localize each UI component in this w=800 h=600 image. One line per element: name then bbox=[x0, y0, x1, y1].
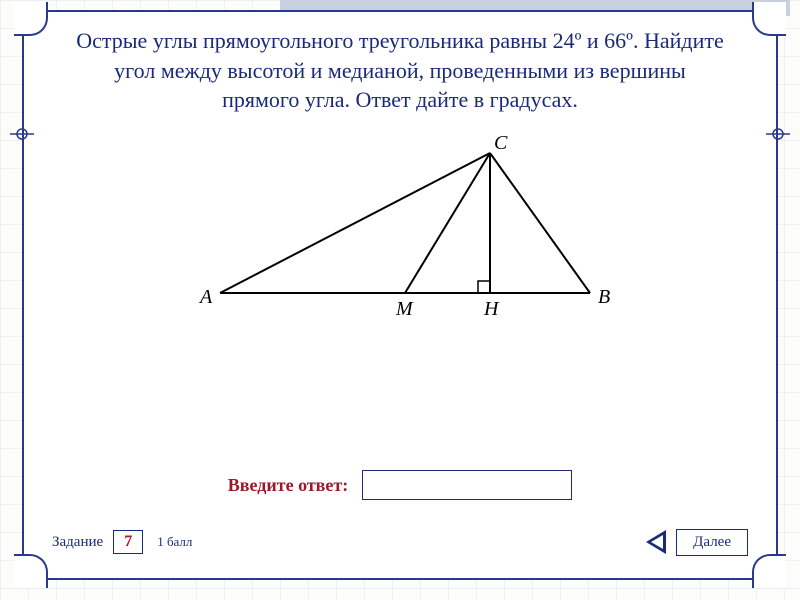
question-card: Острые углы прямоугольного треугольника … bbox=[22, 10, 778, 580]
question-text: Острые углы прямоугольного треугольника … bbox=[24, 12, 776, 115]
corner-decor bbox=[752, 2, 786, 36]
side-decor-right bbox=[766, 122, 790, 146]
figure-container: A B C M H bbox=[24, 133, 776, 323]
task-number: 7 bbox=[113, 530, 143, 554]
svg-text:M: M bbox=[395, 298, 414, 320]
svg-text:H: H bbox=[483, 298, 500, 320]
answer-input[interactable] bbox=[362, 470, 572, 500]
task-label: Задание bbox=[52, 534, 103, 551]
side-decor-left bbox=[10, 122, 34, 146]
prev-arrow-icon[interactable] bbox=[646, 530, 666, 554]
answer-label: Введите ответ: bbox=[228, 475, 348, 496]
svg-text:B: B bbox=[598, 286, 610, 308]
next-button[interactable]: Далее bbox=[676, 529, 748, 556]
corner-decor bbox=[14, 554, 48, 588]
task-points: 1 балл bbox=[157, 534, 192, 550]
svg-text:A: A bbox=[198, 286, 213, 308]
footer-bar: Задание 7 1 балл Далее bbox=[52, 524, 748, 560]
triangle-figure: A B C M H bbox=[190, 133, 610, 323]
answer-row: Введите ответ: bbox=[24, 470, 776, 500]
svg-text:C: C bbox=[494, 133, 508, 154]
corner-decor bbox=[752, 554, 786, 588]
